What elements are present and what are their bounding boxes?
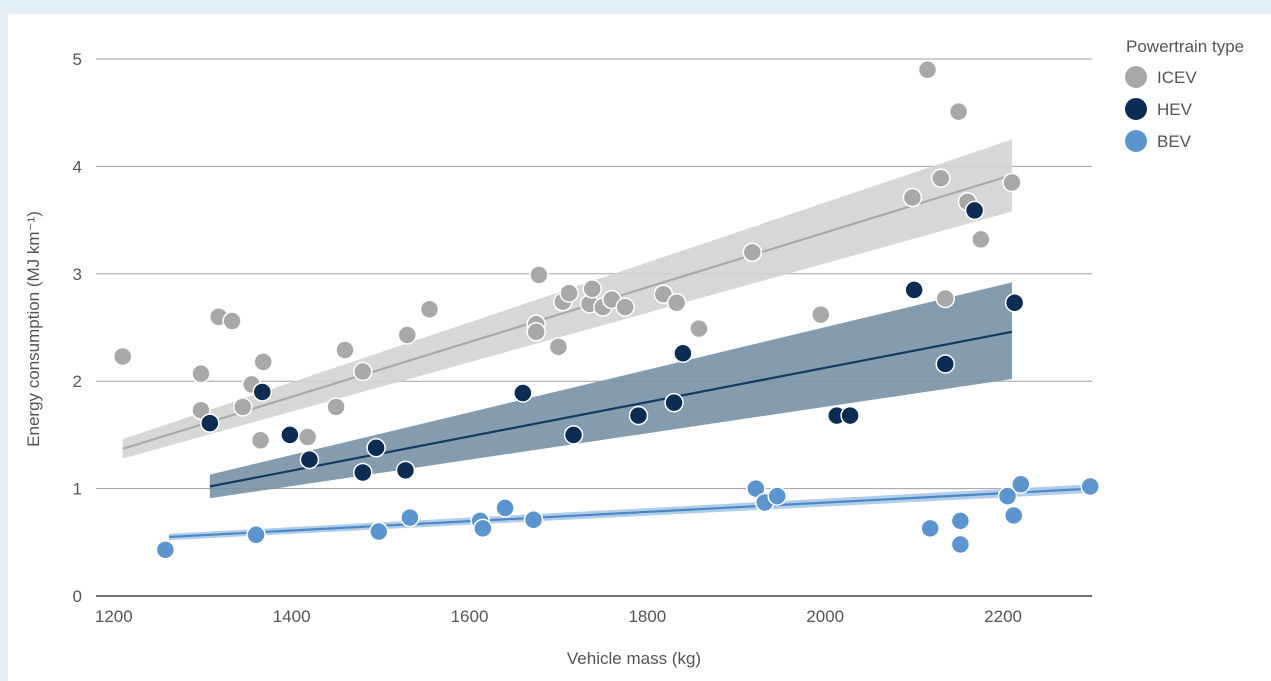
y-tick-label: 3 <box>73 265 82 284</box>
x-tick-label: 2200 <box>984 607 1022 626</box>
legend-marker-bev <box>1125 130 1147 152</box>
point-icev <box>559 283 579 303</box>
point-bev <box>920 518 940 539</box>
point-icev <box>971 229 991 250</box>
legend-title: Powertrain type <box>1126 37 1244 56</box>
point-bev <box>473 518 493 539</box>
x-tick-label: 1600 <box>451 607 489 626</box>
point-bev <box>767 486 787 506</box>
point-hev <box>840 405 860 426</box>
point-icev <box>931 168 951 188</box>
point-hev <box>964 200 985 221</box>
point-hev <box>935 354 956 374</box>
point-icev <box>689 318 709 339</box>
point-icev <box>353 361 373 382</box>
point-hev <box>904 280 924 300</box>
point-hev <box>366 438 386 458</box>
point-hev <box>1004 293 1025 313</box>
fit-line-icev <box>122 173 1013 450</box>
point-icev <box>948 101 969 122</box>
point-icev <box>666 293 687 313</box>
point-icev <box>419 299 440 319</box>
confidence-bands <box>122 139 1092 541</box>
legend-label-bev: BEV <box>1157 132 1192 151</box>
point-hev <box>280 425 300 445</box>
point-icev <box>222 311 242 331</box>
point-hev <box>664 392 684 413</box>
point-bev <box>950 534 971 555</box>
point-bev <box>369 521 389 542</box>
x-tick-label: 2000 <box>806 607 844 626</box>
point-bev <box>495 498 515 518</box>
point-hev <box>513 383 533 403</box>
point-icev <box>326 397 346 417</box>
fit-line-hev <box>209 330 1013 488</box>
point-bev <box>1003 505 1024 526</box>
x-tick-label: 1400 <box>273 607 311 626</box>
point-icev <box>935 288 956 309</box>
point-hev <box>563 425 584 445</box>
point-bev <box>523 509 544 530</box>
y-tick-label: 0 <box>73 587 82 606</box>
point-icev <box>529 265 549 285</box>
point-hev <box>252 382 273 402</box>
point-hev <box>628 405 649 426</box>
point-icev <box>112 346 133 367</box>
x-tick-label: 1200 <box>95 607 133 626</box>
legend-label-hev: HEV <box>1157 100 1193 119</box>
point-icev <box>917 59 938 80</box>
point-bev <box>1080 476 1100 497</box>
point-bev <box>950 511 971 531</box>
scatter-chart: 0 1 2 3 4 5 1200 1400 1600 1800 2000 2200 Energy co… <box>24 37 1244 668</box>
fit-line-bev <box>168 487 1093 539</box>
x-tick-label: 1800 <box>628 607 666 626</box>
chart-panel: 0 1 2 3 4 5 1200 1400 1600 1800 2000 2200 Energy co… <box>8 14 1271 681</box>
point-bev <box>997 486 1018 506</box>
point-bev <box>1011 474 1031 495</box>
point-icev <box>250 430 271 451</box>
y-tick-label: 5 <box>73 50 82 69</box>
point-hev <box>673 343 693 364</box>
point-icev <box>742 242 763 263</box>
regression-lines <box>122 173 1093 539</box>
y-tick-label: 1 <box>73 480 82 499</box>
point-icev <box>397 325 417 345</box>
point-icev <box>335 340 355 360</box>
point-hev <box>299 449 320 470</box>
y-tick-label: 4 <box>73 157 82 176</box>
point-icev <box>615 297 635 317</box>
legend-marker-hev <box>1125 98 1147 120</box>
point-icev <box>297 427 318 447</box>
point-icev <box>253 352 273 372</box>
point-bev <box>155 540 176 560</box>
point-hev <box>395 460 416 481</box>
point-bev <box>400 507 420 528</box>
data-points <box>112 59 1100 560</box>
point-icev <box>902 187 923 208</box>
point-icev <box>811 304 831 325</box>
legend-label-icev: ICEV <box>1157 68 1197 87</box>
y-tick-label: 2 <box>73 372 82 391</box>
point-icev <box>1002 172 1022 193</box>
legend: Powertrain type ICEV HEV BEV <box>1125 37 1244 152</box>
y-axis-title: Energy consumption (MJ km⁻¹) <box>24 211 43 447</box>
point-hev <box>353 462 373 483</box>
axes: 0 1 2 3 4 5 1200 1400 1600 1800 2000 2200 <box>73 50 1092 626</box>
ci-band-hev <box>209 282 1012 499</box>
point-icev <box>191 363 211 384</box>
point-bev <box>746 478 766 499</box>
point-hev <box>200 413 220 433</box>
legend-marker-icev <box>1125 66 1147 88</box>
point-icev <box>582 279 602 299</box>
point-icev <box>526 322 546 342</box>
x-axis-title: Vehicle mass (kg) <box>567 649 701 668</box>
point-bev <box>246 525 266 545</box>
point-icev <box>548 337 569 357</box>
point-icev <box>232 397 253 417</box>
